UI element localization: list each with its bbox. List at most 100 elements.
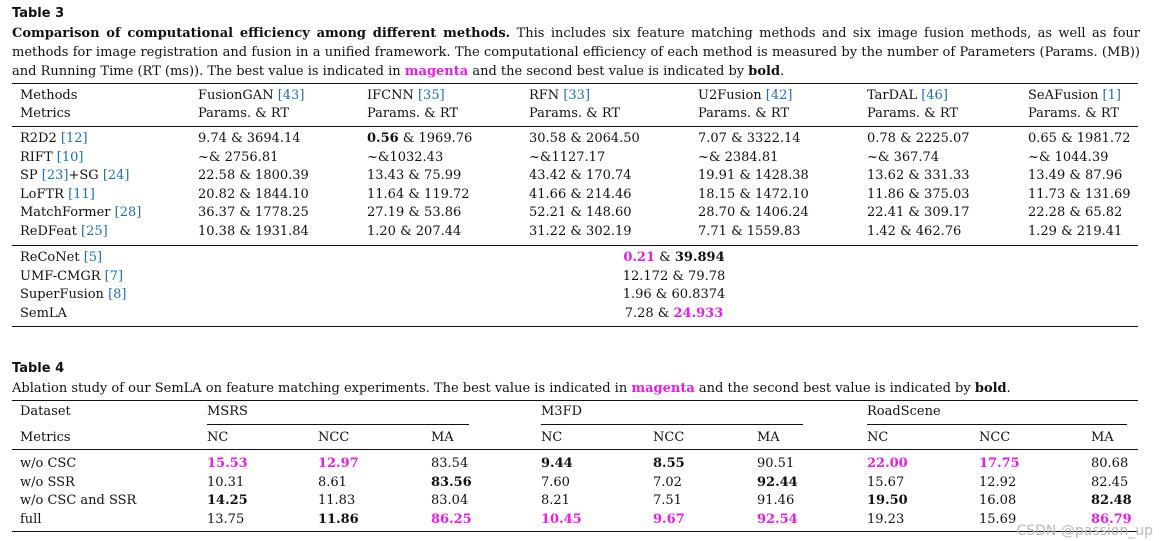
fusion-metric-header: Params. & RT bbox=[1028, 106, 1120, 121]
value-run: 13.62 & 331.33 bbox=[867, 168, 970, 184]
value-run: 9.74 & 3694.14 bbox=[198, 131, 301, 146]
table3-header-rule bbox=[12, 126, 1138, 127]
metric-header: MA bbox=[431, 430, 454, 445]
table-cell: 0.65 & 1981.72 bbox=[1028, 130, 1131, 148]
method-name: UMF-CMGR bbox=[20, 268, 105, 284]
method-name: LoFTR bbox=[20, 186, 69, 202]
table-cell: 9.44 bbox=[541, 456, 573, 471]
table-cell: ~& 2756.81 bbox=[198, 149, 278, 167]
dataset-header: RoadScene bbox=[867, 404, 941, 419]
table-cell: 16.08 bbox=[979, 493, 1017, 508]
table-cell: 8.61 bbox=[318, 474, 347, 490]
citation-link[interactable]: [11] bbox=[68, 186, 95, 202]
fusion-metric-header: Params. & RT bbox=[867, 106, 959, 121]
table-cell: 9.74 & 3694.14 bbox=[198, 130, 301, 148]
matching-method-name: ReDFeat [25] bbox=[20, 223, 108, 241]
table-cell: 31.22 & 302.19 bbox=[529, 223, 632, 241]
table-cell: 15.67 bbox=[867, 474, 905, 490]
table3-caption: Comparison of computational efficiency a… bbox=[12, 24, 1140, 81]
table-cell: 27.19 & 53.86 bbox=[367, 204, 461, 222]
table3-methods-header: Methods bbox=[20, 88, 78, 103]
method-name: +SG bbox=[68, 168, 103, 184]
table-cell: 11.73 & 131.69 bbox=[1028, 186, 1131, 204]
value-run: 11.64 & 119.72 bbox=[367, 186, 470, 202]
value-run: ~& 367.74 bbox=[867, 149, 940, 165]
dataset-underline bbox=[541, 424, 803, 425]
table-cell: 22.58 & 1800.39 bbox=[198, 167, 309, 185]
value-run: 22.28 & 65.82 bbox=[1028, 205, 1123, 221]
value-run: & bbox=[655, 250, 675, 265]
table-cell: 1.42 & 462.76 bbox=[867, 223, 961, 241]
table-cell: 7.07 & 3322.14 bbox=[698, 130, 801, 148]
table4-label: Table 4 bbox=[12, 361, 65, 376]
table-cell: 52.21 & 148.60 bbox=[529, 204, 632, 222]
citation-link[interactable]: [12] bbox=[60, 131, 88, 146]
method-name: R2D2 bbox=[20, 131, 61, 146]
table-cell: 92.54 bbox=[757, 511, 798, 527]
citation-link[interactable]: [25] bbox=[81, 224, 108, 239]
table-cell: 7.02 bbox=[653, 474, 682, 490]
table-cell: 7.60 bbox=[541, 474, 570, 490]
citation-link[interactable]: [33] bbox=[563, 88, 591, 103]
table-cell: 13.62 & 331.33 bbox=[867, 167, 970, 185]
table3-caption-title: Comparison of computational efficiency a… bbox=[12, 26, 511, 41]
fusion-metric-header: Params. & RT bbox=[198, 106, 290, 121]
fusion-metric-header: Params. & RT bbox=[529, 106, 621, 121]
citation-link[interactable]: [35] bbox=[417, 88, 445, 103]
method-name: SP bbox=[20, 168, 42, 184]
table-cell: 28.70 & 1406.24 bbox=[698, 204, 809, 222]
table-cell: 80.68 bbox=[1091, 456, 1129, 471]
citation-link[interactable]: [43] bbox=[277, 88, 305, 103]
value-run: 22.58 & 1800.39 bbox=[198, 168, 309, 184]
table-cell: 13.75 bbox=[207, 511, 245, 527]
fusion-method-header: SeAFusion [1] bbox=[1028, 87, 1121, 105]
table-cell: 83.54 bbox=[431, 456, 469, 471]
fusion-metric-header: Params. & RT bbox=[367, 106, 459, 121]
value-run: ~& 1044.39 bbox=[1028, 149, 1109, 165]
unified-method-name: UMF-CMGR [7] bbox=[20, 268, 123, 286]
citation-link[interactable]: [5] bbox=[83, 250, 103, 265]
value-run: 27.19 & 53.86 bbox=[367, 205, 462, 221]
table-cell: 14.25 bbox=[207, 493, 248, 508]
citation-link[interactable]: [46] bbox=[921, 88, 948, 103]
unified-method-name: SuperFusion [8] bbox=[20, 286, 126, 304]
table-cell: 18.15 & 1472.10 bbox=[698, 186, 809, 204]
method-name: RIFT bbox=[20, 149, 57, 165]
table-cell: 13.49 & 87.96 bbox=[1028, 167, 1122, 185]
table3-top-rule bbox=[12, 83, 1138, 84]
value-run: 30.58 & 2064.50 bbox=[529, 131, 640, 146]
citation-link[interactable]: [28] bbox=[114, 205, 142, 221]
value-run: 31.22 & 302.19 bbox=[529, 224, 632, 239]
value-run: 52.21 & 148.60 bbox=[529, 205, 632, 221]
watermark: CSDN @passion_up bbox=[1016, 523, 1153, 539]
ablation-row-name: full bbox=[20, 511, 42, 527]
table-cell: 0.78 & 2225.07 bbox=[867, 130, 970, 148]
matching-method-name: R2D2 [12] bbox=[20, 130, 88, 148]
unified-method-name: ReCoNet [5] bbox=[20, 249, 102, 267]
citation-link[interactable]: [1] bbox=[1102, 88, 1121, 103]
table-cell: 9.67 bbox=[653, 511, 685, 527]
citation-link[interactable]: [10] bbox=[56, 149, 84, 165]
value-run: 39.894 bbox=[674, 250, 725, 265]
citation-link[interactable]: [8] bbox=[108, 287, 127, 303]
table-cell: 83.04 bbox=[431, 493, 469, 508]
method-name: ReCoNet bbox=[20, 250, 84, 265]
value-run: ~&1127.17 bbox=[529, 149, 606, 165]
citation-link[interactable]: [24] bbox=[102, 168, 130, 184]
fusion-method-header: RFN [33] bbox=[529, 87, 590, 105]
method-name: SeAFusion bbox=[1028, 88, 1103, 103]
method-name: FusionGAN bbox=[198, 88, 278, 103]
matching-method-name: LoFTR [11] bbox=[20, 186, 95, 204]
fusion-method-header: TarDAL [46] bbox=[867, 87, 948, 105]
citation-link[interactable]: [42] bbox=[765, 88, 793, 103]
value-run: 0.65 & 1981.72 bbox=[1028, 131, 1131, 146]
table-cell: 17.75 bbox=[979, 456, 1020, 471]
table-cell: 11.64 & 119.72 bbox=[367, 186, 470, 204]
citation-link[interactable]: [7] bbox=[104, 268, 124, 284]
table-cell: 19.50 bbox=[867, 493, 908, 508]
citation-link[interactable]: [23] bbox=[41, 168, 69, 184]
method-name: SemLA bbox=[20, 305, 67, 321]
table-cell: 82.48 bbox=[1091, 493, 1132, 508]
value-run: & 1969.76 bbox=[398, 131, 473, 146]
table-cell: 30.58 & 2064.50 bbox=[529, 130, 640, 148]
